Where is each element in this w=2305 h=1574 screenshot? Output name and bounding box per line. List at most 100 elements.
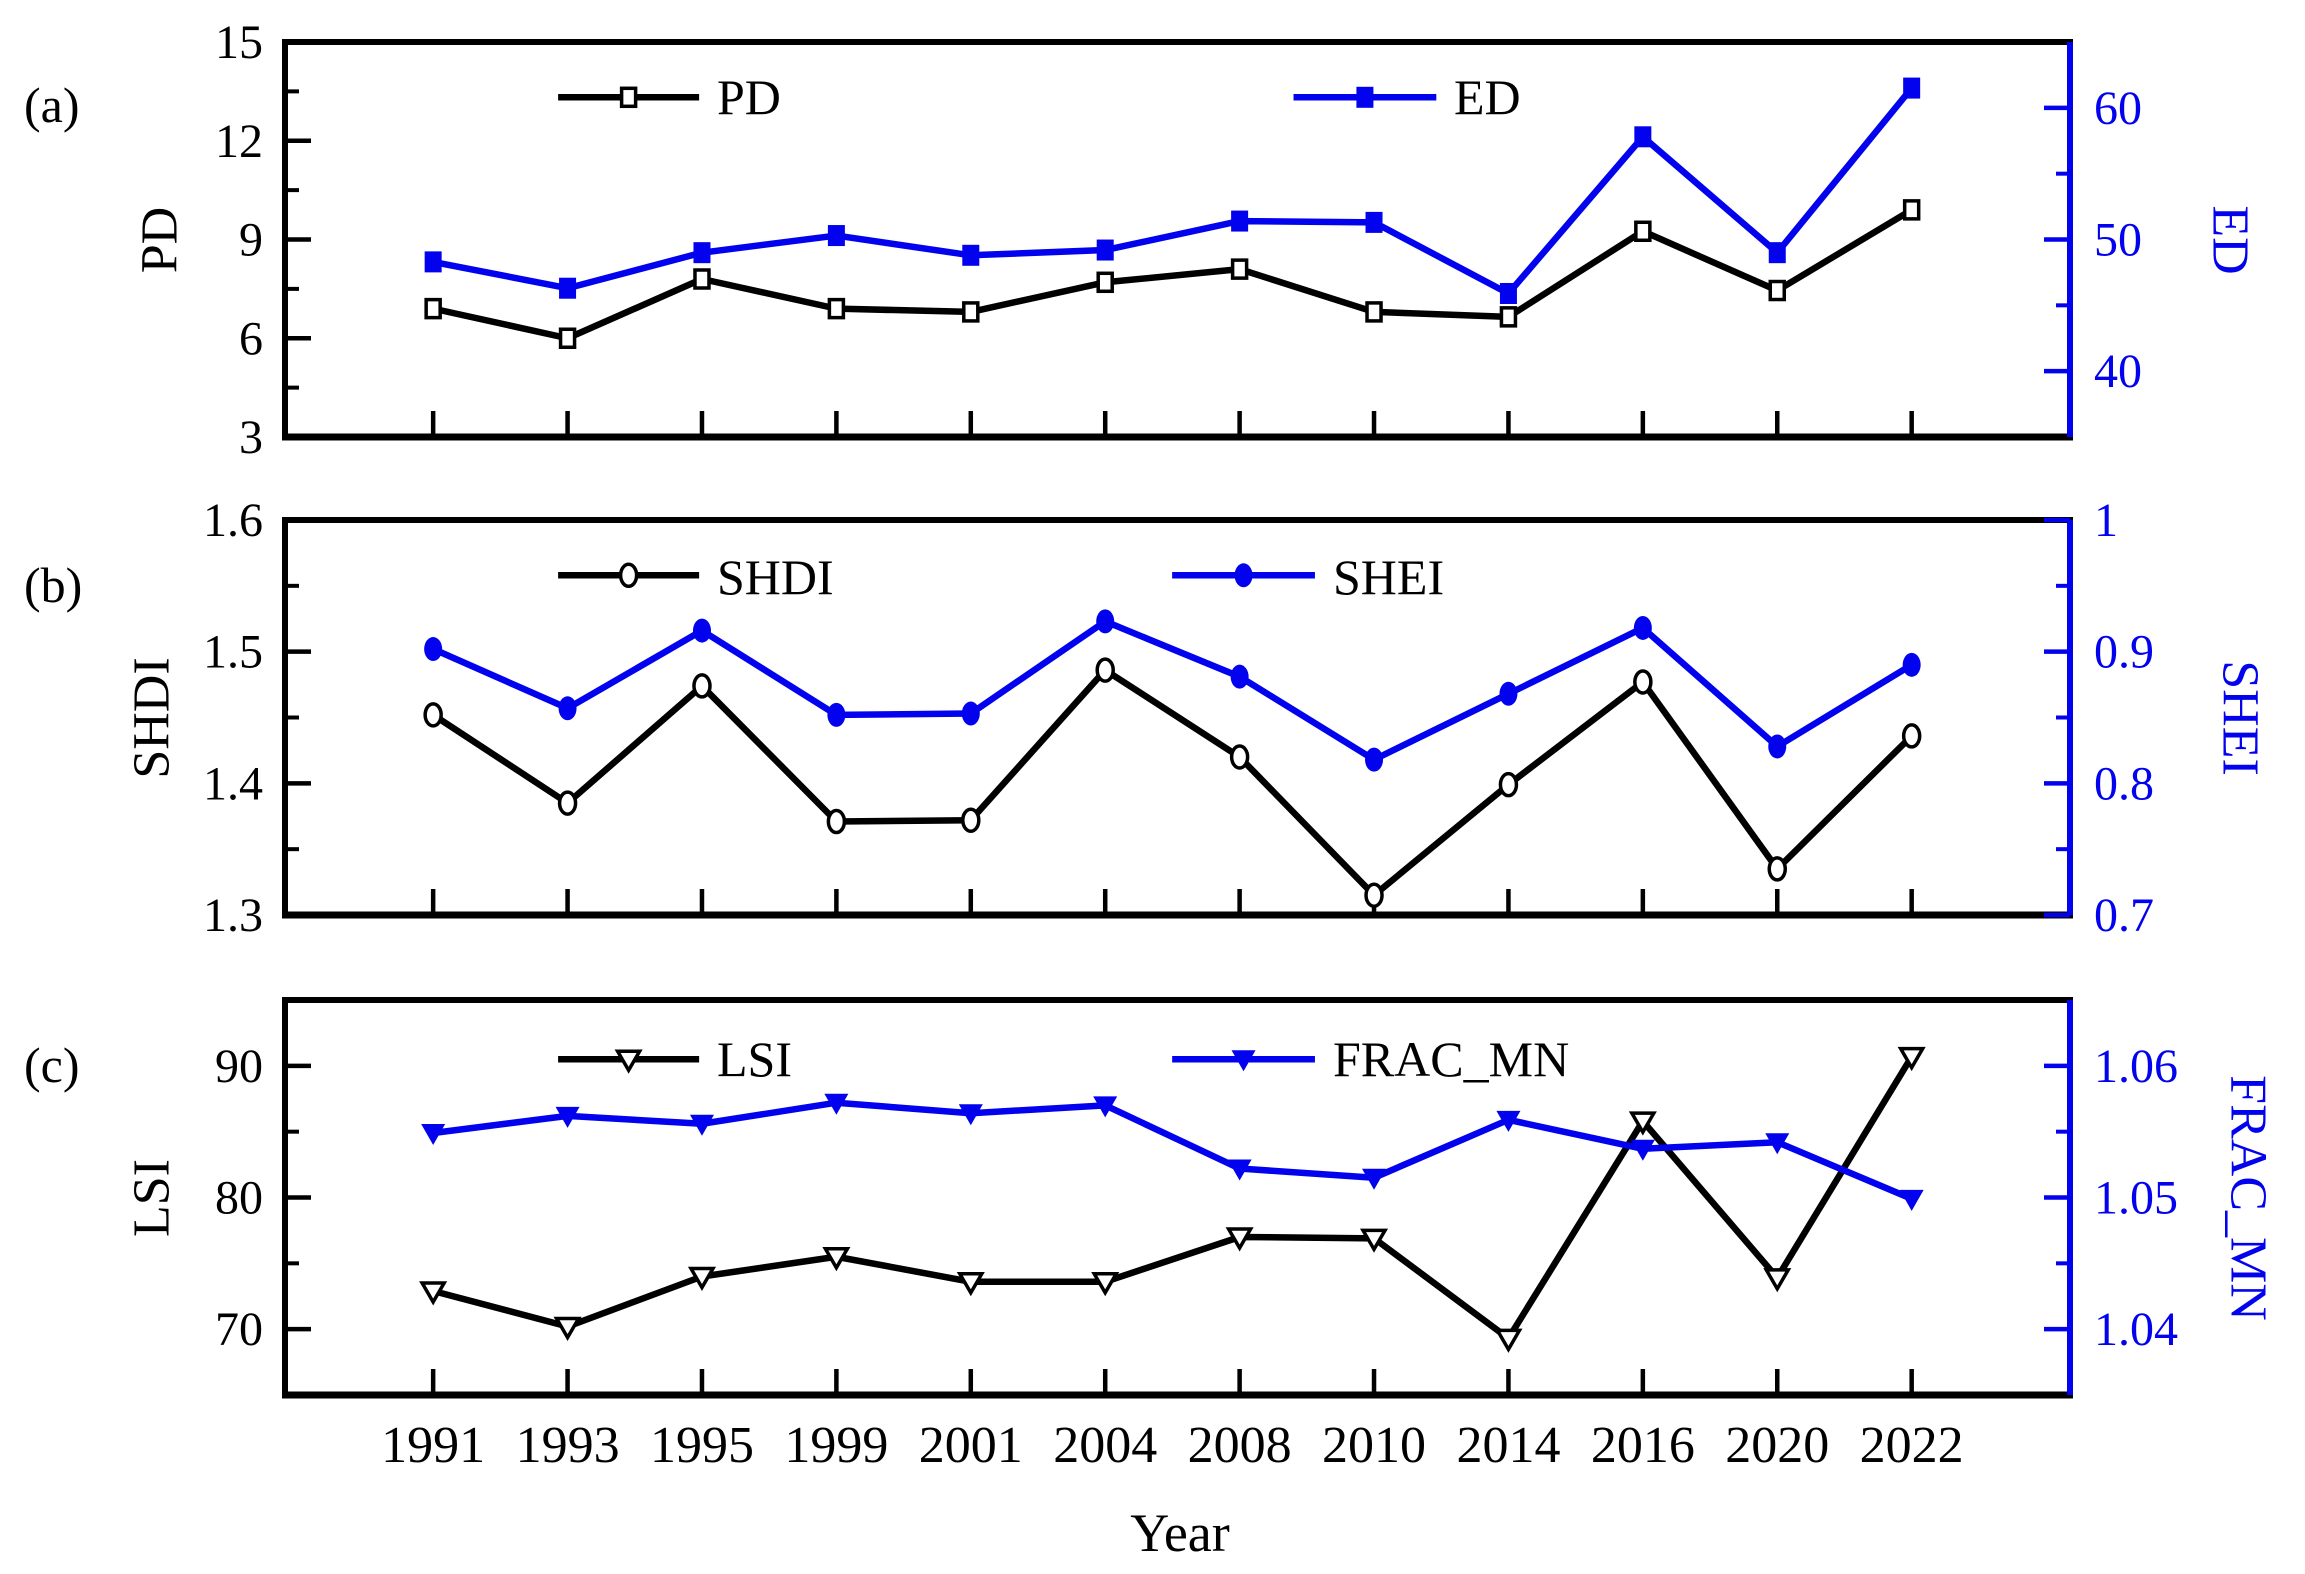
x-tick-label: 1995 (650, 1417, 754, 1474)
marker-open-circle (557, 790, 578, 816)
panel-a-right-axis-title: ED (2201, 205, 2259, 275)
panel-a-left-axis-title: PD (131, 206, 189, 274)
marker-filled-square (424, 251, 442, 273)
x-axis-title: Year (1130, 1503, 1230, 1563)
right-tick-label: 1.04 (2094, 1303, 2178, 1356)
x-tick-label: 2004 (1053, 1417, 1157, 1474)
marker-open-triangle (1225, 1227, 1254, 1252)
x-tick-label: 2014 (1456, 1417, 1560, 1474)
right-tick-label: 50 (2094, 214, 2142, 267)
marker-filled-circle (1499, 681, 1518, 706)
right-tick-label: 0.8 (2094, 757, 2154, 810)
marker-open-circle (961, 807, 981, 833)
marker-open-circle (423, 702, 443, 728)
panel-b-left-axis-title: SHDI (123, 657, 181, 779)
marker-filled-square (1356, 86, 1374, 108)
marker-filled-square (962, 244, 980, 266)
legend-label-lsi: LSI (717, 1031, 792, 1087)
marker-filled-triangle (1227, 1159, 1252, 1181)
marker-filled-triangle (1496, 1110, 1521, 1132)
left-tick-label: 90 (215, 1040, 263, 1093)
marker-filled-triangle (689, 1114, 714, 1136)
series-line-FRAC_MN (432, 1099, 1913, 1202)
marker-filled-circle (1768, 734, 1787, 759)
legend-label-shei: SHEI (1333, 549, 1445, 605)
series-line-SHEI (431, 618, 1914, 763)
marker-open-square (693, 268, 711, 290)
left-tick-label: 15 (215, 16, 263, 69)
series-line-SHDI (431, 666, 1914, 899)
marker-filled-square (1096, 239, 1114, 261)
x-tick-label: 2008 (1188, 1417, 1292, 1474)
marker-filled-circle (961, 701, 980, 726)
marker-filled-square (1903, 77, 1921, 99)
right-tick-label: 60 (2094, 82, 2142, 135)
marker-filled-triangle (958, 1104, 983, 1126)
legend-label-shdi: SHDI (717, 549, 834, 605)
legend-label-ed: ED (1454, 69, 1521, 125)
marker-open-triangle (614, 1049, 643, 1074)
marker-filled-square (559, 277, 577, 299)
x-tick-label: 1993 (516, 1417, 620, 1474)
left-tick-label: 12 (215, 115, 263, 168)
marker-filled-triangle (1093, 1096, 1118, 1118)
x-tick-label: 1999 (784, 1417, 888, 1474)
marker-filled-circle (1902, 652, 1921, 677)
left-tick-label: 9 (239, 214, 263, 267)
marker-filled-circle (558, 696, 577, 721)
marker-filled-triangle (1362, 1168, 1387, 1190)
marker-filled-square (1634, 126, 1652, 148)
marker-filled-circle (692, 618, 711, 643)
marker-open-triangle (553, 1316, 582, 1342)
marker-filled-circle (1234, 563, 1253, 588)
series-line-PD (432, 207, 1914, 342)
marker-filled-square (693, 242, 711, 264)
marker-filled-square (1768, 242, 1786, 264)
marker-open-circle (692, 673, 712, 699)
marker-filled-circle (1365, 747, 1384, 772)
right-tick-label: 1.05 (2094, 1172, 2178, 1225)
marker-open-triangle (1494, 1328, 1523, 1353)
left-tick-label: 1.5 (203, 626, 263, 679)
marker-filled-triangle (824, 1093, 849, 1115)
marker-open-square (424, 297, 442, 320)
marker-filled-triangle (1231, 1050, 1256, 1072)
marker-filled-circle (1230, 664, 1249, 689)
left-tick-label: 6 (239, 312, 263, 365)
left-tick-label: 70 (215, 1303, 263, 1356)
marker-open-square (1365, 301, 1383, 323)
marker-open-circle (1229, 744, 1250, 770)
marker-open-circle (1767, 856, 1788, 882)
marker-open-square (1634, 220, 1652, 243)
marker-filled-circle (827, 702, 846, 727)
marker-open-triangle (1897, 1046, 1926, 1072)
marker-open-triangle (956, 1272, 985, 1297)
marker-open-circle (826, 808, 847, 835)
marker-open-circle (618, 562, 639, 589)
marker-open-square (619, 86, 638, 109)
legend-label-frac-mn: FRAC_MN (1333, 1031, 1570, 1087)
marker-filled-square (1365, 211, 1383, 233)
x-tick-label: 2010 (1322, 1417, 1426, 1474)
x-tick-label: 1991 (381, 1417, 485, 1474)
marker-open-square (1768, 279, 1787, 302)
marker-open-triangle (1628, 1111, 1657, 1136)
marker-open-square (827, 297, 846, 320)
marker-filled-circle (1096, 609, 1115, 634)
marker-open-triangle (822, 1247, 851, 1272)
series-line-LSI (432, 1054, 1915, 1342)
left-tick-label: 1.6 (203, 494, 263, 547)
right-tick-label: 0.7 (2094, 889, 2154, 942)
left-tick-label: 1.3 (203, 889, 263, 942)
marker-open-circle (1633, 669, 1653, 695)
x-tick-label: 2020 (1725, 1417, 1829, 1474)
legend-label-pd: PD (717, 69, 781, 125)
marker-filled-triangle (421, 1123, 446, 1145)
x-tick-label: 2016 (1591, 1417, 1695, 1474)
marker-filled-square (827, 225, 845, 247)
marker-open-circle (1498, 771, 1519, 798)
marker-filled-triangle (1630, 1139, 1655, 1161)
marker-filled-triangle (1765, 1133, 1790, 1155)
